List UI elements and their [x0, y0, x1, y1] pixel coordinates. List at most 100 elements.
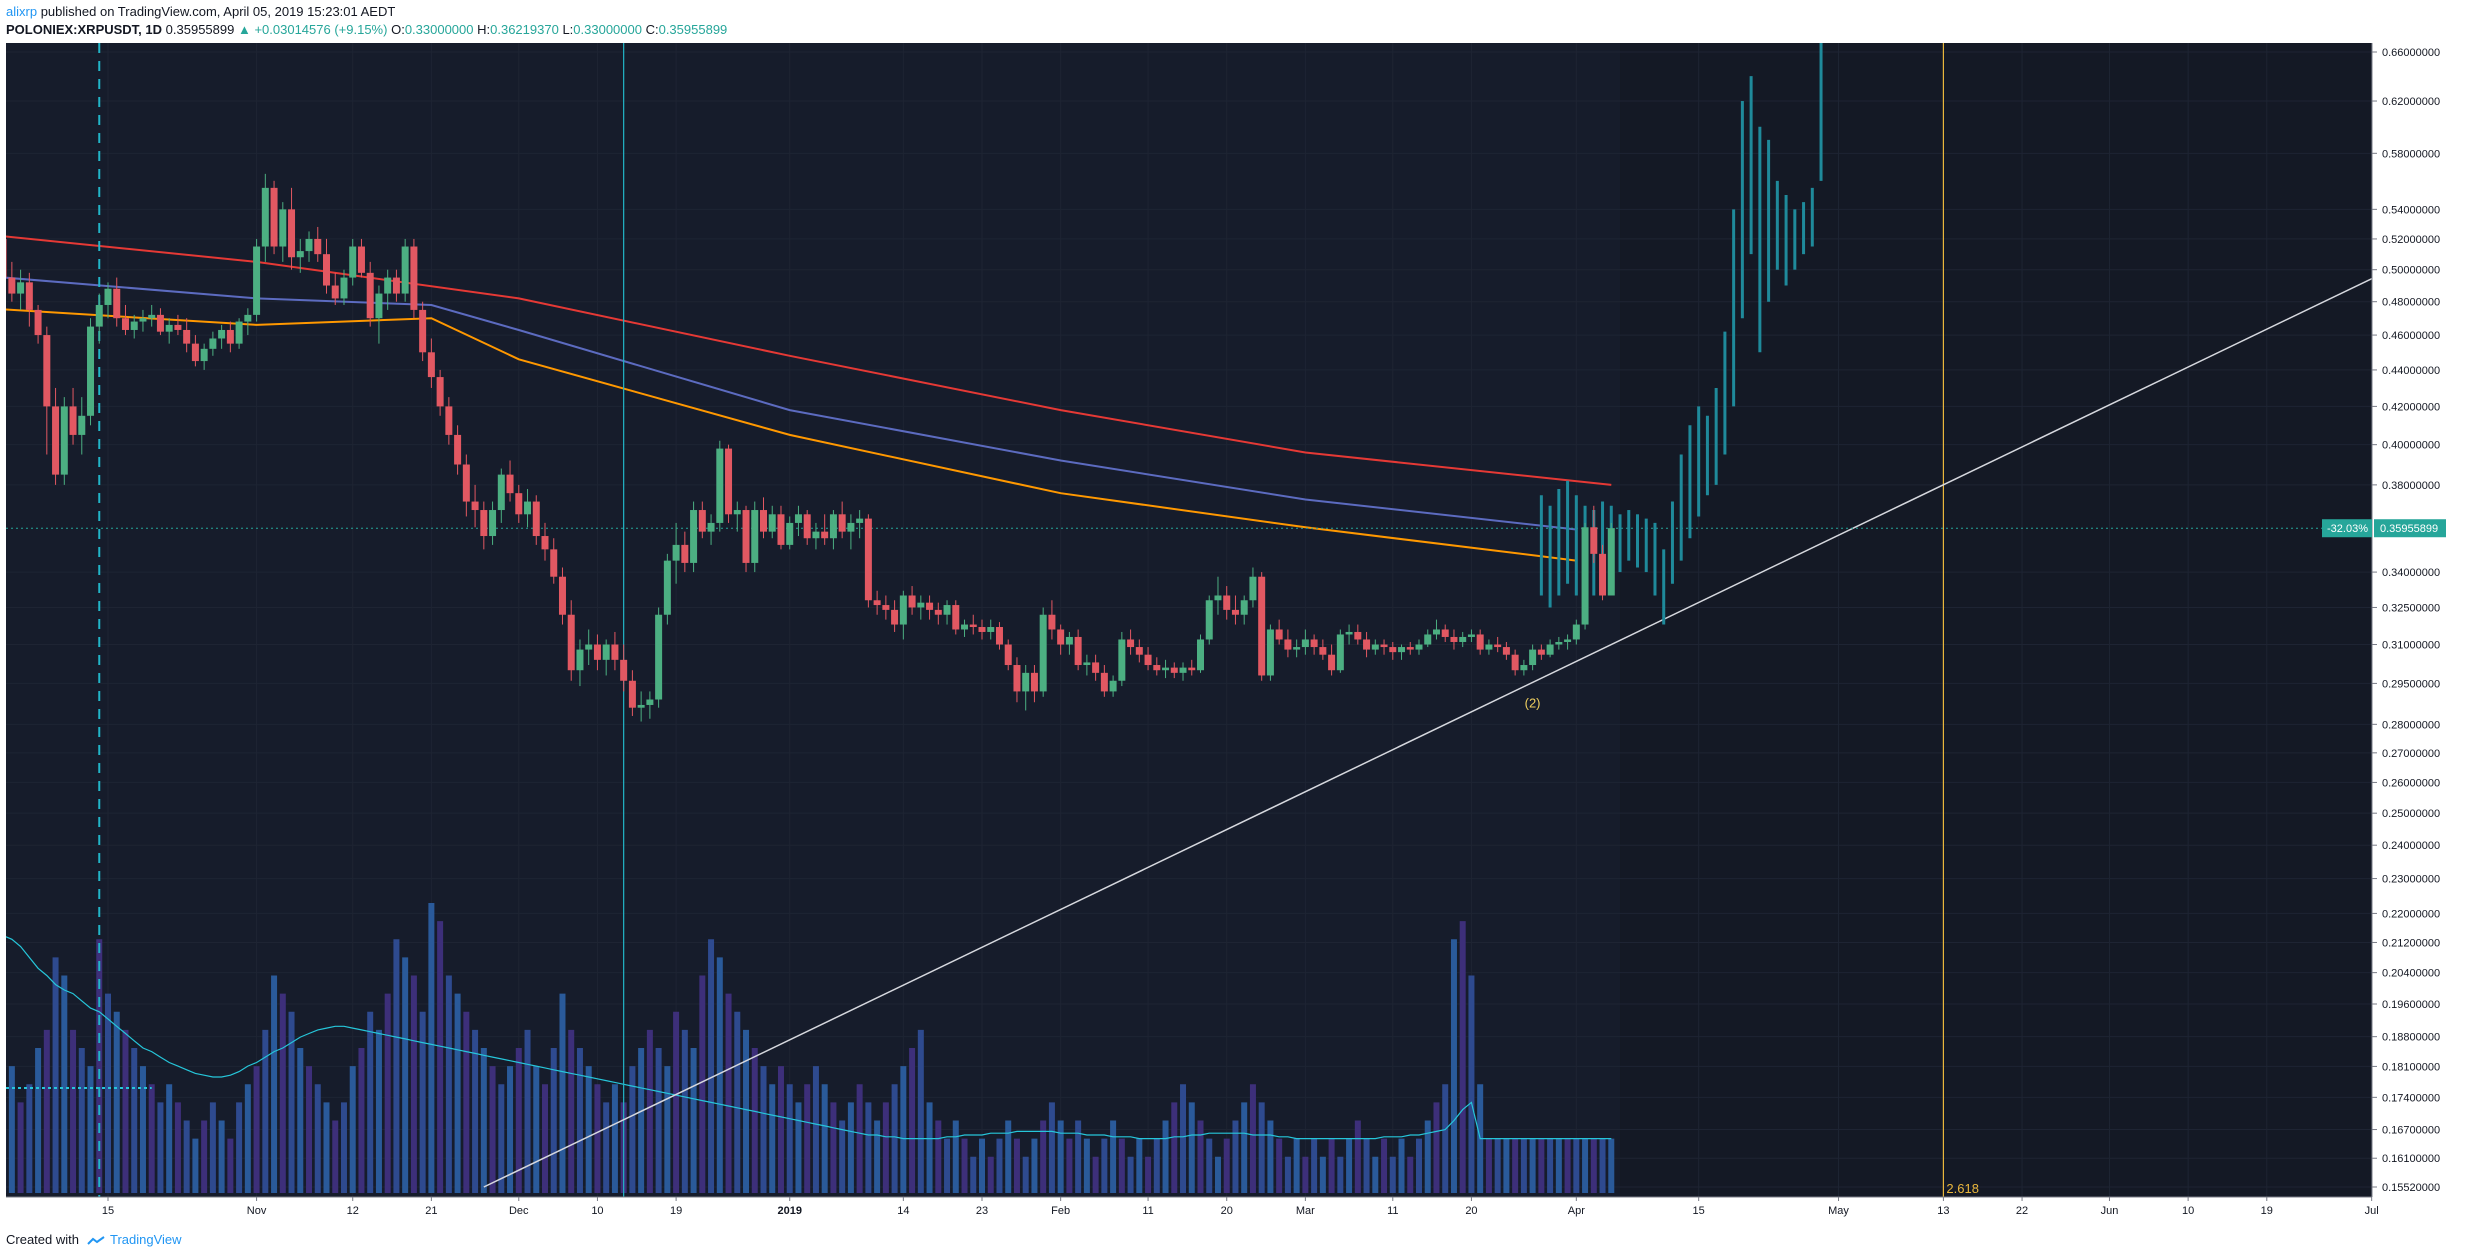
volume-bar	[87, 1066, 94, 1193]
time-tick-label: 22	[2016, 1205, 2028, 1217]
candle-body	[611, 644, 619, 660]
tradingview-link[interactable]: TradingView	[110, 1232, 182, 1247]
candle-body	[567, 614, 575, 671]
volume-bar	[1424, 1120, 1431, 1193]
candle-body	[419, 309, 427, 353]
candle-body	[60, 406, 68, 475]
volume-bar	[935, 1120, 942, 1193]
volume-bar	[830, 1102, 837, 1193]
candle-body	[357, 246, 365, 273]
volume-bar	[1520, 1138, 1527, 1193]
volume-bar	[777, 1066, 784, 1193]
volume-bar	[428, 903, 435, 1193]
volume-bar	[655, 1048, 662, 1193]
volume-bar	[139, 1066, 146, 1193]
volume-bar	[1407, 1156, 1414, 1193]
candle-body	[1354, 631, 1362, 640]
price-tick-label: 0.62000000	[2382, 96, 2440, 108]
candle-body	[1284, 639, 1292, 650]
low-value: 0.33000000	[573, 22, 642, 37]
candle-body	[87, 326, 95, 416]
volume-bar	[463, 1011, 470, 1193]
candle-body	[261, 187, 269, 247]
volume-bar	[279, 993, 286, 1193]
volume-bar	[1171, 1102, 1178, 1193]
volume-bar	[926, 1102, 933, 1193]
volume-bar	[43, 1029, 50, 1193]
price-tick-label: 0.34000000	[2382, 567, 2440, 579]
volume-bar	[166, 1084, 173, 1193]
price-tick-label: 0.44000000	[2382, 365, 2440, 377]
candle-body	[8, 277, 16, 294]
price-tick-label: 0.42000000	[2382, 401, 2440, 413]
candle-body	[1127, 639, 1135, 648]
chart-frame[interactable]: (2) 2.618 0.66000000 0.62000000 0.58000000 0…	[0, 17, 2448, 1223]
price-chart[interactable]: (2)2.618 0.660000000.620000000.580000000…	[0, 17, 2448, 1223]
volume-bar	[699, 975, 706, 1193]
author-link[interactable]: alixrp	[6, 4, 38, 19]
volume-bar	[96, 939, 103, 1193]
candle-body	[1371, 644, 1379, 650]
price-tick-label: 0.16100000	[2382, 1153, 2440, 1165]
volume-bar	[1573, 1138, 1580, 1193]
volume-bar	[576, 1048, 583, 1193]
candle-body	[576, 649, 584, 671]
volume-bar	[1302, 1156, 1309, 1193]
volume-bar	[227, 1138, 234, 1193]
volume-bar	[367, 1011, 374, 1193]
volume-bar	[489, 1066, 496, 1193]
candle-body	[524, 501, 532, 515]
price-tick-label: 0.18100000	[2382, 1061, 2440, 1073]
volume-bar	[113, 1011, 120, 1193]
price-tick-label: 0.18800000	[2382, 1032, 2440, 1044]
volume-bar	[594, 1084, 601, 1193]
volume-bar	[1599, 1138, 1606, 1193]
volume-bar	[1110, 1120, 1117, 1193]
volume-bar	[638, 1048, 645, 1193]
candle-body	[401, 246, 409, 294]
candle-body	[1039, 614, 1047, 692]
price-axis[interactable]: 0.66000000 0.62000000 0.58000000 0.54000000…	[2322, 43, 2448, 1197]
candle-body	[165, 324, 173, 332]
candle-body	[725, 448, 733, 515]
volume-bar	[1590, 1138, 1597, 1193]
candle-body	[515, 493, 523, 515]
created-with-label: Created with	[6, 1232, 79, 1247]
candle-body	[323, 254, 330, 286]
candle-body	[1205, 600, 1213, 640]
volume-bar	[122, 1029, 129, 1193]
candle-body	[226, 329, 234, 344]
volume-bar	[917, 1029, 924, 1193]
price-tick-label: 0.22000000	[2382, 908, 2440, 920]
volume-bar	[323, 1102, 330, 1193]
volume-bar	[8, 1066, 15, 1193]
candle-body	[43, 335, 51, 407]
candle-body	[1258, 576, 1266, 676]
volume-bar	[131, 1048, 138, 1193]
candle-body	[882, 605, 890, 610]
volume-bar	[1284, 1156, 1291, 1193]
candle-body	[436, 377, 444, 407]
candle-body	[978, 627, 986, 632]
candle-body	[1345, 631, 1353, 635]
volume-bar	[183, 1120, 190, 1193]
symbol-line: POLONIEX:XRPUSDT, 1D 0.35955899 ▲ +0.030…	[6, 22, 727, 37]
candle-body	[480, 510, 488, 537]
candle-body	[1048, 614, 1056, 630]
volume-bar	[909, 1048, 916, 1193]
candle-body	[52, 406, 60, 475]
candle-body	[690, 510, 698, 563]
price-tick-label: 0.48000000	[2382, 297, 2440, 309]
price-tick-label: 0.19600000	[2382, 999, 2440, 1011]
volume-bar	[847, 1102, 854, 1193]
price-tick-label: 0.17400000	[2382, 1092, 2440, 1104]
time-axis[interactable]: 15 Nov 12 21 Dec 10 19 2019 14 23 Feb 11 20 Mar 11 20 Ap…	[6, 1196, 2448, 1223]
volume-bar	[1582, 1138, 1589, 1193]
volume-bar	[786, 1084, 793, 1193]
volume-bar	[970, 1156, 977, 1193]
candle-body	[1118, 639, 1126, 681]
volume-bar	[393, 939, 400, 1193]
price-tick-label: 0.31000000	[2382, 640, 2440, 652]
candle-body	[593, 644, 601, 660]
volume-bar	[1206, 1138, 1213, 1193]
